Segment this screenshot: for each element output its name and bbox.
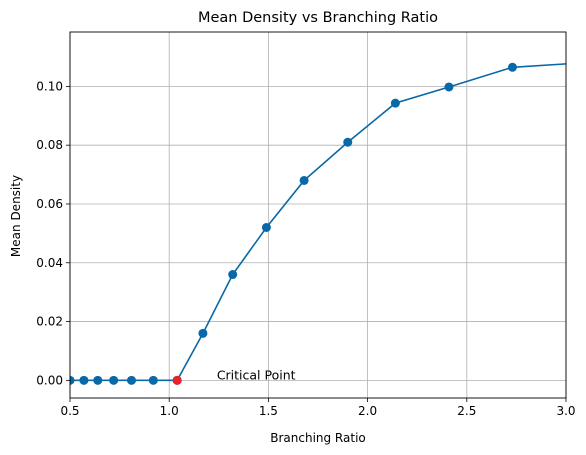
y-tick-label: 0.08 (36, 138, 63, 152)
y-axis-label: Mean Density (9, 175, 23, 257)
y-tick-label: 0.04 (36, 256, 63, 270)
x-tick-label: 3.0 (556, 404, 575, 418)
chart-title: Mean Density vs Branching Ratio (198, 10, 438, 26)
plot-frame (69, 31, 567, 399)
ticks: 0.5 1.0 1.5 2.0 2.5 3.0 0.00 0.02 0.04 0.06 0.08 0.… (36, 79, 575, 418)
data-point (109, 375, 119, 385)
x-tick-label: 0.5 (60, 404, 79, 418)
series-layer (70, 62, 566, 385)
data-point (507, 62, 517, 72)
data-point (343, 137, 353, 147)
data-point (390, 98, 400, 108)
data-point (93, 375, 103, 385)
critical-point-marker (172, 375, 182, 385)
y-tick-label: 0.02 (36, 315, 63, 329)
x-tick-label: 1.0 (160, 404, 179, 418)
data-point (261, 222, 271, 232)
data-point (198, 328, 208, 338)
y-tick-label: 0.10 (36, 79, 63, 93)
data-point (299, 175, 309, 185)
series-line (70, 63, 566, 382)
data-point (148, 375, 158, 385)
data-point (79, 375, 89, 385)
data-point (228, 270, 238, 280)
x-tick-label: 1.5 (259, 404, 278, 418)
y-tick-label: 0.00 (36, 373, 63, 387)
annotation-critical-point: Critical Point (217, 367, 296, 382)
data-point (70, 375, 75, 385)
y-tick-label: 0.06 (36, 197, 63, 211)
data-point (127, 375, 137, 385)
data-point (444, 82, 454, 92)
x-tick-label: 2.0 (358, 404, 377, 418)
x-tick-label: 2.5 (457, 404, 476, 418)
x-axis-label: Branching Ratio (270, 431, 366, 445)
